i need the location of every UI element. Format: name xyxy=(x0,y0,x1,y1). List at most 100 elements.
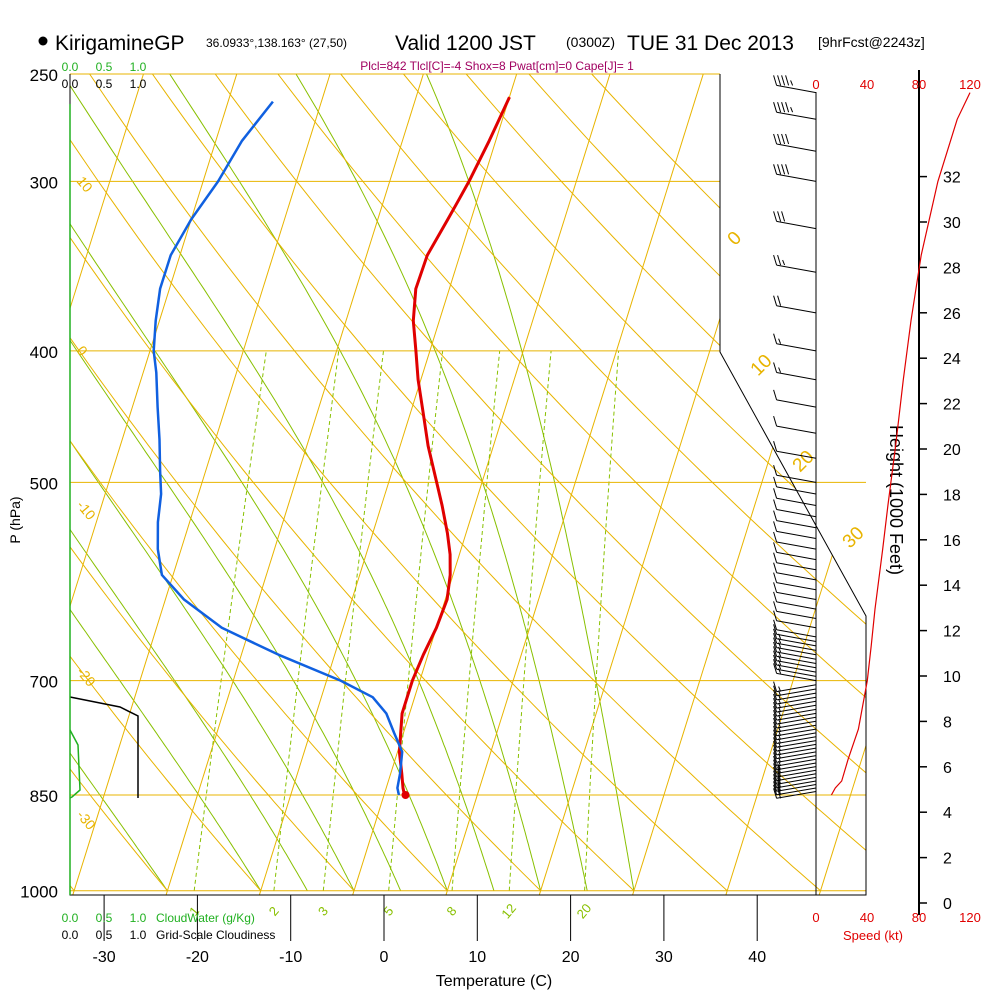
wind-barb-flag xyxy=(778,211,781,221)
moist-adiabat-line xyxy=(47,50,494,891)
mixing-ratio-label: 3 xyxy=(315,903,331,918)
wind-barb-flag xyxy=(774,592,777,602)
wind-barb-staff xyxy=(777,689,816,696)
sounding-series xyxy=(154,97,510,799)
cloud-water-tick-bottom: 0.0 xyxy=(62,911,79,925)
wind-barb-flag xyxy=(778,134,781,144)
cloudiness-tick-bottom: 0.0 xyxy=(62,928,79,942)
dry-adiabats xyxy=(0,50,1000,891)
dewpoint-line xyxy=(154,102,403,795)
dry-adiabat-label: 30 xyxy=(839,523,869,553)
wind-barb xyxy=(774,102,816,119)
wind-barb-flag xyxy=(782,164,785,174)
isotherm-line xyxy=(438,50,711,920)
wind-barb-flag xyxy=(774,511,777,521)
height-tick-label: 10 xyxy=(943,669,961,686)
speed-tick-label-bottom: 120 xyxy=(959,910,981,925)
wind-barb-flag xyxy=(774,102,777,112)
isotherms xyxy=(0,50,1000,920)
height-tick-label: 14 xyxy=(943,578,961,595)
temperature-tick-label: -20 xyxy=(186,949,209,966)
wind-barb-flag xyxy=(786,134,789,144)
wind-barb-staff xyxy=(777,725,816,732)
wind-barb xyxy=(774,75,816,92)
cloudiness-tick-top: 0.5 xyxy=(96,77,113,91)
temperature-tick-label: 30 xyxy=(655,949,673,966)
wind-barb-flag xyxy=(786,102,789,112)
dry-adiabat-label: 20 xyxy=(789,447,819,477)
wind-barb-flag xyxy=(782,211,785,221)
wind-barb-staff xyxy=(777,652,816,659)
wind-barb-staff xyxy=(777,563,816,570)
wind-barb-staff xyxy=(777,602,816,609)
wind-barb xyxy=(774,416,816,433)
isotherm-label: -20 xyxy=(74,664,99,690)
wind-barb-flag xyxy=(774,521,777,531)
pressure-tick-label: 1000 xyxy=(20,883,58,902)
wind-barb-flag xyxy=(778,296,781,306)
height-tick-label: 18 xyxy=(943,487,961,504)
height-tick-label: 16 xyxy=(943,533,961,550)
pressure-tick-label: 700 xyxy=(30,673,58,692)
cloudiness-axis-label: Grid-Scale Cloudiness xyxy=(156,928,275,942)
wind-barb-flag xyxy=(782,75,785,85)
cloudiness-tick-top: 0.0 xyxy=(62,77,79,91)
cloud-water-axis-label: CloudWater (g/Kg) xyxy=(156,911,255,925)
height-tick-label: 2 xyxy=(943,851,952,868)
speed-tick-label-top: 80 xyxy=(912,77,926,92)
station-name: KirigamineGP xyxy=(55,32,185,55)
mixing-ratio-line xyxy=(585,351,619,891)
wind-barb-half-flag xyxy=(783,260,785,265)
wind-barb-flag xyxy=(778,164,781,174)
wind-barb-staff xyxy=(777,721,816,728)
cloud-water-tick-top: 0.0 xyxy=(62,60,79,74)
wind-barb-staff xyxy=(777,785,816,792)
isotherm-line xyxy=(0,50,151,920)
wind-barb-flag xyxy=(786,164,789,174)
dry-adiabat-line xyxy=(0,50,447,891)
wind-barb-staff xyxy=(777,770,816,777)
temperature-tick-label: 10 xyxy=(468,949,486,966)
height-tick-label: 6 xyxy=(943,760,952,777)
surface-parcel-point xyxy=(402,791,410,799)
wind-barb-staff xyxy=(777,656,816,663)
pressure-tick-label: 850 xyxy=(30,787,58,806)
wind-barb xyxy=(774,363,816,380)
wind-barb xyxy=(774,390,816,407)
wind-barb-flag xyxy=(782,102,785,112)
wind-barb-staff xyxy=(777,748,816,755)
wind-barb-flag xyxy=(774,563,777,573)
wind-barb-flag xyxy=(774,296,777,306)
moist-adiabat-line xyxy=(154,50,541,891)
wind-barb-staff xyxy=(777,426,816,433)
dry-adiabat-line xyxy=(198,50,1000,891)
wind-barb-half-flag xyxy=(779,368,781,373)
moist-adiabat-line xyxy=(0,50,447,891)
wind-barb-flag xyxy=(786,75,789,85)
speed-tick-label-bottom: 40 xyxy=(860,910,874,925)
wind-barb-flag xyxy=(774,573,777,583)
wind-barb-staff xyxy=(777,400,816,407)
dry-adiabat-line xyxy=(446,50,1000,891)
valid-time: Valid 1200 JST xyxy=(395,32,536,55)
height-tick-label: 20 xyxy=(943,442,961,459)
moist-adiabat-line xyxy=(416,50,634,891)
isotherm-line xyxy=(532,50,805,920)
height-tick-label: 8 xyxy=(943,714,952,731)
dry-adiabat-line xyxy=(74,50,821,891)
dry-adiabat-label: 0 xyxy=(724,228,746,250)
wind-barb-staff xyxy=(777,661,816,668)
speed-tick-label-bottom: 80 xyxy=(912,910,926,925)
wind-barb-staff xyxy=(777,717,816,724)
wind-barb-flag xyxy=(778,102,781,112)
wind-barb-staff xyxy=(777,510,816,517)
temperature-tick-label: 20 xyxy=(562,949,580,966)
height-tick-label: 22 xyxy=(943,397,961,414)
wind-barb-half-flag xyxy=(779,339,781,344)
wind-barb-flag xyxy=(774,334,777,344)
wind-barb-staff xyxy=(777,611,816,618)
isotherm-label: 10 xyxy=(74,173,96,195)
wind-barb-staff xyxy=(777,756,816,763)
mixing-ratio-label: 5 xyxy=(380,903,396,918)
